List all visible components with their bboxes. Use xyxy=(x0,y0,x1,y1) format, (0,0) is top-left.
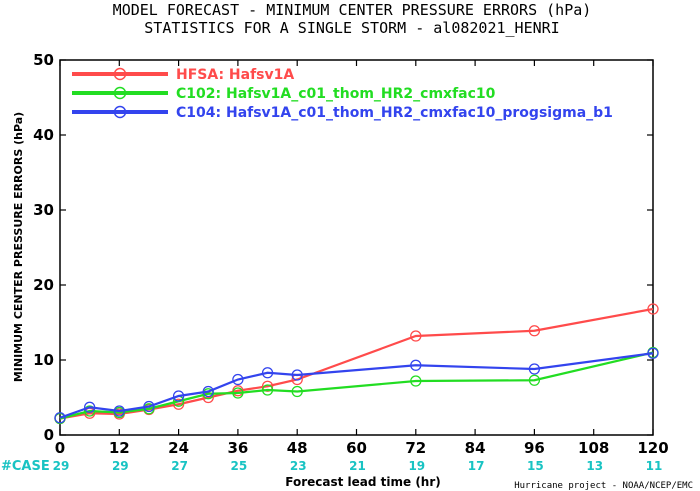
legend-label: C104: Hafsv1A_c01_thom_HR2_cmxfac10_prog… xyxy=(176,105,613,121)
x-tick-label: 12 xyxy=(109,439,130,457)
data-point xyxy=(410,330,422,342)
case-count: 27 xyxy=(171,459,188,473)
case-counts: 29 29 27 25 23 21 19 17 15 13 11 xyxy=(53,459,663,473)
case-count: 15 xyxy=(527,459,544,473)
data-point xyxy=(143,400,155,413)
data-point xyxy=(528,363,541,375)
data-point xyxy=(172,398,185,410)
x-tick-label: 24 xyxy=(168,439,189,457)
y-tick-label: 10 xyxy=(33,351,54,369)
chart-subtitle: STATISTICS FOR A SINGLE STORM - al082021… xyxy=(144,19,559,37)
x-tick-label: 108 xyxy=(578,439,609,457)
data-point xyxy=(232,373,244,386)
case-count: 29 xyxy=(53,459,70,473)
data-point xyxy=(54,412,66,424)
series-line-1 xyxy=(59,351,654,420)
data-point xyxy=(528,325,541,337)
series-layer xyxy=(54,303,659,425)
case-count: 19 xyxy=(408,459,425,473)
case-count: 13 xyxy=(586,459,603,473)
x-axis-label: Forecast lead time (hr) xyxy=(285,475,441,489)
legend: HFSA: Hafsv1A C102: Hafsv1A_c01_thom_HR2_… xyxy=(72,67,613,121)
legend-marker xyxy=(113,86,127,100)
x-tick-label: 72 xyxy=(405,439,426,457)
chart-title: MODEL FORECAST - MINIMUM CENTER PRESSURE… xyxy=(113,1,592,19)
x-tick-label: 60 xyxy=(346,439,367,457)
case-count: 25 xyxy=(231,459,248,473)
y-tick-label: 0 xyxy=(44,426,54,444)
x-axis: 0 12 24 36 48 60 72 84 96 108 120 xyxy=(55,60,669,457)
legend-marker xyxy=(113,105,127,119)
y-tick-label: 50 xyxy=(33,51,54,69)
legend-marker xyxy=(113,67,127,81)
data-point xyxy=(261,384,274,396)
data-point xyxy=(172,390,185,402)
data-point xyxy=(84,401,96,413)
x-tick-label: 96 xyxy=(524,439,545,457)
y-tick-label: 20 xyxy=(33,276,54,294)
data-point xyxy=(291,369,303,381)
data-point xyxy=(647,347,659,359)
y-tick-label: 40 xyxy=(33,126,54,144)
data-point xyxy=(528,374,541,386)
x-tick-label: 120 xyxy=(637,439,668,457)
data-point xyxy=(410,359,422,371)
credit-text: Hurricane project - NOAA/NCEP/EMC xyxy=(514,481,693,491)
case-count: 17 xyxy=(468,459,485,473)
data-point xyxy=(261,367,274,379)
case-count: 29 xyxy=(112,459,129,473)
x-tick-label: 0 xyxy=(55,439,65,457)
data-point xyxy=(113,405,125,417)
data-point xyxy=(202,385,214,398)
data-point xyxy=(261,380,274,392)
y-axis: 0 10 20 30 40 50 xyxy=(33,51,653,444)
case-label: #CASE xyxy=(1,459,50,474)
x-tick-label: 84 xyxy=(465,439,486,457)
case-count: 11 xyxy=(646,459,663,473)
data-point xyxy=(232,387,244,399)
data-point xyxy=(647,303,659,315)
data-point xyxy=(410,375,422,387)
case-count: 21 xyxy=(349,459,366,473)
x-tick-label: 48 xyxy=(287,439,308,457)
legend-label: C102: Hafsv1A_c01_thom_HR2_cmxfac10 xyxy=(176,86,496,102)
data-point xyxy=(291,385,303,398)
y-axis-label: MINIMUM CENTER PRESSURE ERRORS (hPa) xyxy=(12,112,25,382)
x-tick-label: 36 xyxy=(227,439,248,457)
case-count: 23 xyxy=(290,459,307,473)
data-point xyxy=(84,405,96,417)
y-tick-label: 30 xyxy=(33,201,54,219)
legend-label: HFSA: Hafsv1A xyxy=(176,67,294,83)
